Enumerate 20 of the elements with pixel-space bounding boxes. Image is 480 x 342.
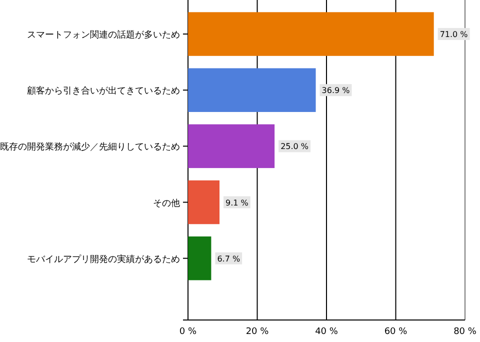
x-tick-label: 40 % — [315, 327, 338, 337]
x-tick-label: 0 % — [179, 327, 198, 337]
y-tick-label: スマートフォン関連の話題が多いため — [27, 30, 180, 41]
y-tick-label: モバイルアプリ開発の実績があるため — [27, 254, 180, 265]
x-tick-label: 80 % — [454, 327, 477, 337]
x-tick-label: 20 % — [246, 327, 270, 337]
y-tick-label: 顧客から引き合いが出てきているため — [27, 86, 180, 97]
data-label: 9.1 % — [226, 198, 249, 208]
data-label: 36.9 % — [322, 86, 350, 96]
data-label: 6.7 % — [217, 254, 240, 264]
data-label: 25.0 % — [280, 142, 309, 152]
bar — [188, 124, 275, 168]
bar — [188, 68, 316, 112]
data-label: 71.0 % — [440, 30, 468, 40]
y-tick-label: その他 — [153, 198, 180, 209]
bar — [188, 12, 434, 56]
bar — [188, 236, 212, 280]
x-tick-label: 60 % — [384, 327, 408, 337]
bar — [188, 180, 220, 224]
y-tick-label: 既存の開発業務が減少／先細りしているため — [0, 142, 180, 153]
